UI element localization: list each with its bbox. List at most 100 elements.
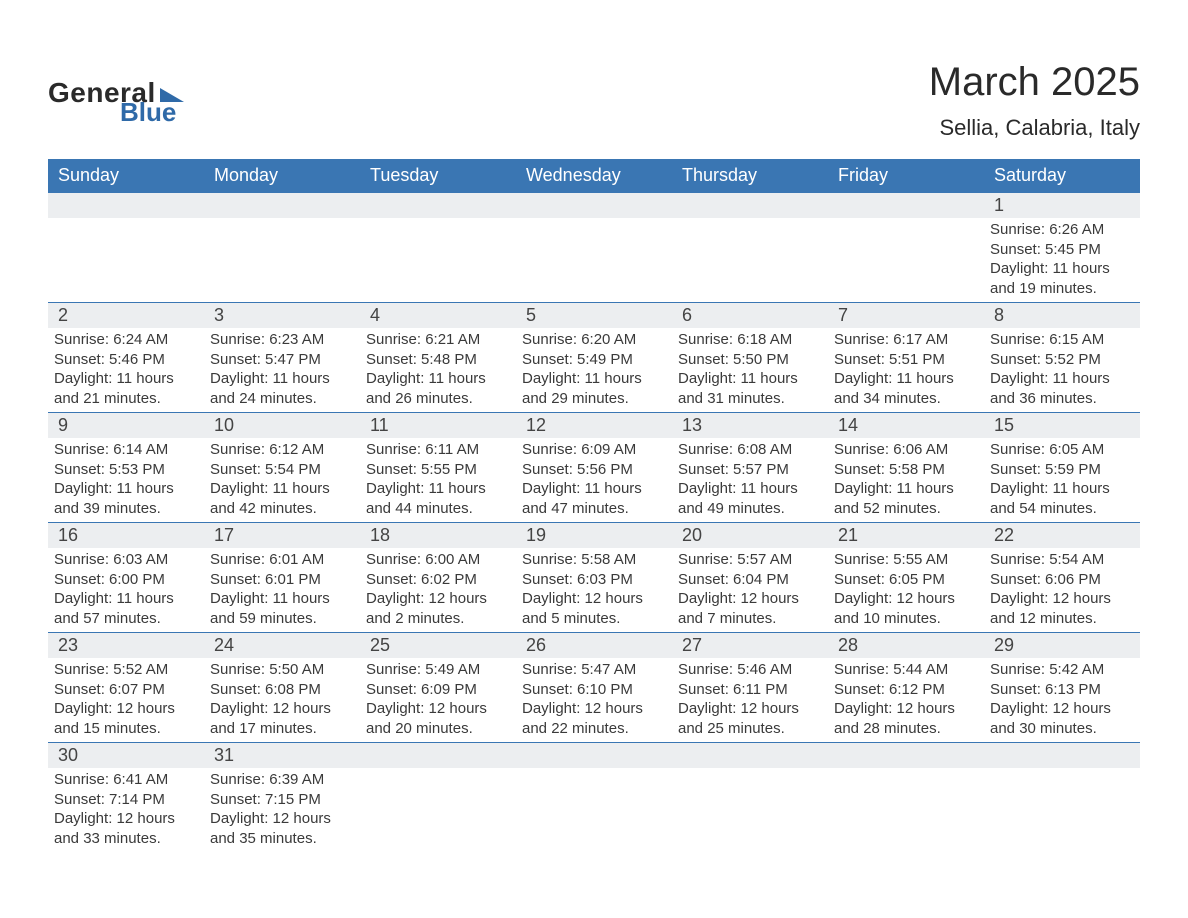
day-number-cell: 17 (204, 523, 360, 549)
sunset-line: Sunset: 5:52 PM (990, 350, 1134, 370)
sunrise-line: Sunrise: 6:41 AM (54, 770, 198, 790)
day-number-cell: 31 (204, 743, 360, 769)
sunrise-line: Sunrise: 5:57 AM (678, 550, 822, 570)
day-detail-cell (828, 218, 984, 303)
detail-row: Sunrise: 6:26 AMSunset: 5:45 PMDaylight:… (48, 218, 1140, 303)
day-detail-cell: Sunrise: 6:08 AMSunset: 5:57 PMDaylight:… (672, 438, 828, 523)
day-detail-cell: Sunrise: 5:49 AMSunset: 6:09 PMDaylight:… (360, 658, 516, 743)
day-detail-cell: Sunrise: 6:20 AMSunset: 5:49 PMDaylight:… (516, 328, 672, 413)
daylight-line: Daylight: 12 hours and 28 minutes. (834, 699, 978, 738)
calendar-table: SundayMondayTuesdayWednesdayThursdayFrid… (48, 159, 1140, 852)
sunset-line: Sunset: 5:54 PM (210, 460, 354, 480)
day-detail-cell: Sunrise: 6:15 AMSunset: 5:52 PMDaylight:… (984, 328, 1140, 413)
day-number-cell: 11 (360, 413, 516, 439)
detail-row: Sunrise: 6:14 AMSunset: 5:53 PMDaylight:… (48, 438, 1140, 523)
daylight-line: Daylight: 12 hours and 35 minutes. (210, 809, 354, 848)
day-number-cell: 1 (984, 193, 1140, 219)
day-number-cell: 14 (828, 413, 984, 439)
detail-row: Sunrise: 6:41 AMSunset: 7:14 PMDaylight:… (48, 768, 1140, 852)
daylight-line: Daylight: 11 hours and 54 minutes. (990, 479, 1134, 518)
day-detail-cell: Sunrise: 6:26 AMSunset: 5:45 PMDaylight:… (984, 218, 1140, 303)
day-detail-cell: Sunrise: 5:54 AMSunset: 6:06 PMDaylight:… (984, 548, 1140, 633)
weekday-header: Monday (204, 159, 360, 193)
day-detail-cell: Sunrise: 6:01 AMSunset: 6:01 PMDaylight:… (204, 548, 360, 633)
day-detail-cell (204, 218, 360, 303)
day-number-cell (516, 743, 672, 769)
logo: General Blue (48, 60, 184, 125)
sunset-line: Sunset: 6:10 PM (522, 680, 666, 700)
day-detail-cell: Sunrise: 6:41 AMSunset: 7:14 PMDaylight:… (48, 768, 204, 852)
day-number-cell: 18 (360, 523, 516, 549)
sunrise-line: Sunrise: 6:20 AM (522, 330, 666, 350)
daylight-line: Daylight: 11 hours and 57 minutes. (54, 589, 198, 628)
day-detail-cell: Sunrise: 6:24 AMSunset: 5:46 PMDaylight:… (48, 328, 204, 413)
sunset-line: Sunset: 6:03 PM (522, 570, 666, 590)
day-detail-cell: Sunrise: 5:44 AMSunset: 6:12 PMDaylight:… (828, 658, 984, 743)
day-number-cell: 15 (984, 413, 1140, 439)
day-number-cell: 6 (672, 303, 828, 329)
title-block: March 2025 Sellia, Calabria, Italy (929, 60, 1140, 141)
day-number-cell: 25 (360, 633, 516, 659)
daylight-line: Daylight: 11 hours and 19 minutes. (990, 259, 1134, 298)
sunrise-line: Sunrise: 6:06 AM (834, 440, 978, 460)
logo-text-blue: Blue (120, 101, 184, 124)
daylight-line: Daylight: 12 hours and 33 minutes. (54, 809, 198, 848)
sunrise-line: Sunrise: 5:42 AM (990, 660, 1134, 680)
day-number-cell: 4 (360, 303, 516, 329)
day-number-cell: 24 (204, 633, 360, 659)
sunrise-line: Sunrise: 5:44 AM (834, 660, 978, 680)
sunset-line: Sunset: 6:01 PM (210, 570, 354, 590)
sunset-line: Sunset: 5:55 PM (366, 460, 510, 480)
day-detail-cell: Sunrise: 5:46 AMSunset: 6:11 PMDaylight:… (672, 658, 828, 743)
daylight-line: Daylight: 12 hours and 20 minutes. (366, 699, 510, 738)
daynum-row: 9101112131415 (48, 413, 1140, 439)
sunrise-line: Sunrise: 5:50 AM (210, 660, 354, 680)
header: General Blue March 2025 Sellia, Calabria… (48, 60, 1140, 141)
day-detail-cell (828, 768, 984, 852)
weekday-header: Wednesday (516, 159, 672, 193)
day-detail-cell: Sunrise: 6:06 AMSunset: 5:58 PMDaylight:… (828, 438, 984, 523)
daylight-line: Daylight: 12 hours and 25 minutes. (678, 699, 822, 738)
day-detail-cell: Sunrise: 6:17 AMSunset: 5:51 PMDaylight:… (828, 328, 984, 413)
daynum-row: 2345678 (48, 303, 1140, 329)
sunrise-line: Sunrise: 6:05 AM (990, 440, 1134, 460)
detail-row: Sunrise: 6:03 AMSunset: 6:00 PMDaylight:… (48, 548, 1140, 633)
day-number-cell: 21 (828, 523, 984, 549)
daylight-line: Daylight: 12 hours and 22 minutes. (522, 699, 666, 738)
sunrise-line: Sunrise: 6:00 AM (366, 550, 510, 570)
daynum-row: 16171819202122 (48, 523, 1140, 549)
sunset-line: Sunset: 5:46 PM (54, 350, 198, 370)
sunset-line: Sunset: 7:14 PM (54, 790, 198, 810)
sunrise-line: Sunrise: 6:11 AM (366, 440, 510, 460)
sunrise-line: Sunrise: 5:54 AM (990, 550, 1134, 570)
daylight-line: Daylight: 11 hours and 21 minutes. (54, 369, 198, 408)
daylight-line: Daylight: 12 hours and 5 minutes. (522, 589, 666, 628)
sunset-line: Sunset: 6:07 PM (54, 680, 198, 700)
sunrise-line: Sunrise: 6:39 AM (210, 770, 354, 790)
sunset-line: Sunset: 6:11 PM (678, 680, 822, 700)
sunrise-line: Sunrise: 6:08 AM (678, 440, 822, 460)
day-detail-cell: Sunrise: 6:23 AMSunset: 5:47 PMDaylight:… (204, 328, 360, 413)
day-detail-cell: Sunrise: 5:50 AMSunset: 6:08 PMDaylight:… (204, 658, 360, 743)
sunset-line: Sunset: 6:06 PM (990, 570, 1134, 590)
day-number-cell (828, 193, 984, 219)
detail-row: Sunrise: 6:24 AMSunset: 5:46 PMDaylight:… (48, 328, 1140, 413)
day-detail-cell: Sunrise: 5:58 AMSunset: 6:03 PMDaylight:… (516, 548, 672, 633)
day-detail-cell (516, 768, 672, 852)
sunset-line: Sunset: 6:09 PM (366, 680, 510, 700)
weekday-header: Thursday (672, 159, 828, 193)
sunrise-line: Sunrise: 5:49 AM (366, 660, 510, 680)
sunset-line: Sunset: 6:00 PM (54, 570, 198, 590)
day-detail-cell (672, 218, 828, 303)
day-detail-cell (360, 768, 516, 852)
day-detail-cell: Sunrise: 6:03 AMSunset: 6:00 PMDaylight:… (48, 548, 204, 633)
daylight-line: Daylight: 12 hours and 2 minutes. (366, 589, 510, 628)
day-detail-cell (672, 768, 828, 852)
day-detail-cell: Sunrise: 6:14 AMSunset: 5:53 PMDaylight:… (48, 438, 204, 523)
daylight-line: Daylight: 12 hours and 12 minutes. (990, 589, 1134, 628)
weekday-header: Sunday (48, 159, 204, 193)
day-number-cell (672, 743, 828, 769)
day-number-cell: 5 (516, 303, 672, 329)
sunset-line: Sunset: 5:57 PM (678, 460, 822, 480)
daylight-line: Daylight: 11 hours and 24 minutes. (210, 369, 354, 408)
